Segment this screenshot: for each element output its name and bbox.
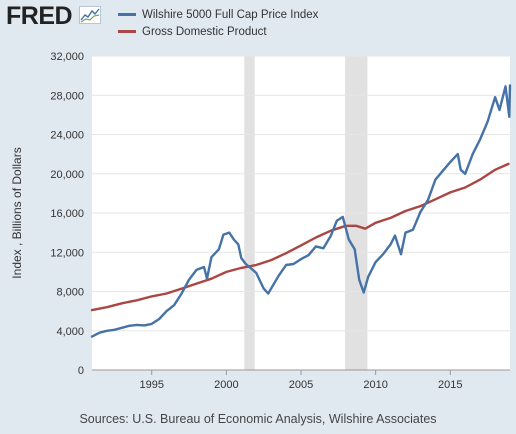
chart-legend: Wilshire 5000 Full Cap Price Index Gross…: [118, 6, 318, 40]
y-tick-label-8: 32,000: [50, 51, 84, 63]
legend-swatch-gdp: [118, 30, 136, 33]
x-tick-label-0: 1995: [139, 379, 163, 391]
x-tick-label-4: 2015: [438, 379, 462, 391]
y-tick-label-3: 12,000: [50, 247, 84, 259]
chart-line-icon: [78, 6, 101, 24]
y-tick-label-1: 4,000: [56, 326, 84, 338]
x-tick-label-3: 2010: [363, 379, 387, 391]
y-axis-title: Index , Billions of Dollars: [10, 147, 24, 278]
series-line-gdp: [90, 162, 510, 312]
y-tick-label-2: 8,000: [56, 287, 84, 299]
legend-item-wilshire[interactable]: Wilshire 5000 Full Cap Price Index: [118, 6, 318, 23]
series-line-wilshire: [90, 84, 512, 338]
legend-label-gdp: Gross Domestic Product: [142, 25, 267, 38]
fred-logo-text: FRED: [6, 2, 73, 30]
y-tick-label-5: 20,000: [50, 169, 84, 181]
legend-swatch-wilshire: [118, 13, 136, 16]
fred-logo[interactable]: FRED: [6, 3, 101, 29]
y-tick-label-7: 28,000: [50, 90, 84, 102]
source-note: Sources: U.S. Bureau of Economic Analysi…: [79, 412, 437, 426]
y-tick-label-0: 0: [78, 365, 84, 377]
axes-group: 0 4,000 8,000 12,000 16,000 20,000 24,000 28,00…: [50, 51, 510, 391]
x-tick-label-1: 2000: [214, 379, 238, 391]
series-group: [90, 84, 512, 338]
y-tick-label-4: 16,000: [50, 208, 84, 220]
x-tick-label-2: 2005: [289, 379, 313, 391]
y-tick-label-6: 24,000: [50, 130, 84, 142]
legend-label-wilshire: Wilshire 5000 Full Cap Price Index: [142, 8, 319, 21]
legend-item-gdp[interactable]: Gross Domestic Product: [118, 23, 318, 40]
